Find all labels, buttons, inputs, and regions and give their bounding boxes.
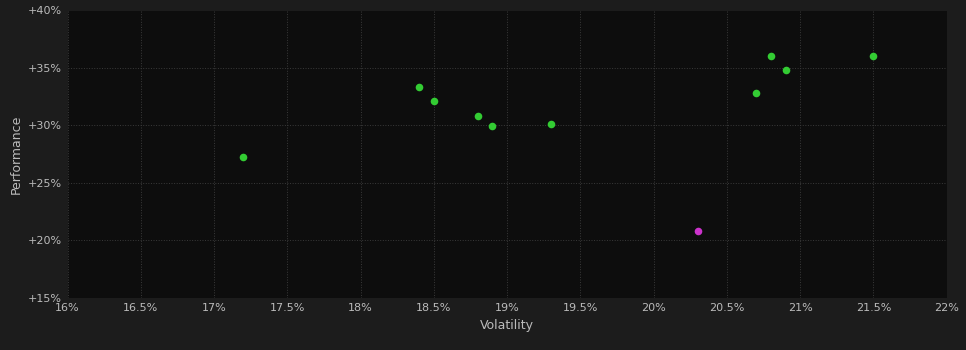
Y-axis label: Performance: Performance — [10, 114, 22, 194]
Point — [236, 155, 251, 160]
Point — [778, 68, 793, 73]
Point — [763, 54, 779, 59]
Point — [866, 54, 881, 59]
Point — [690, 228, 705, 234]
Point — [412, 85, 427, 90]
Point — [543, 121, 558, 127]
Point — [470, 113, 486, 119]
X-axis label: Volatility: Volatility — [480, 318, 534, 331]
Point — [749, 90, 764, 96]
Point — [485, 124, 500, 129]
Point — [426, 98, 441, 104]
